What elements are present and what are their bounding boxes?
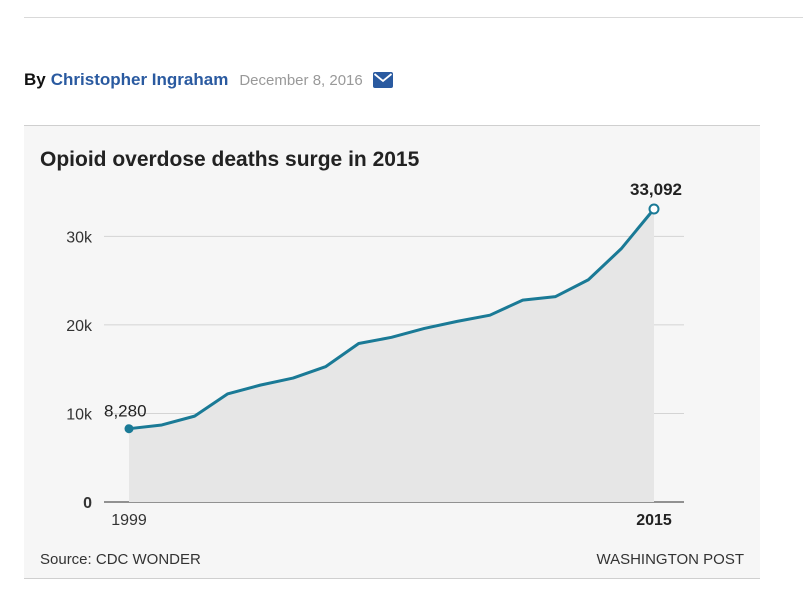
envelope-icon[interactable] [372, 72, 393, 88]
author-link[interactable]: Christopher Ingraham [50, 70, 229, 89]
top-divider [24, 17, 803, 18]
y-tick-label: 30k [66, 229, 93, 246]
publish-date: December 8, 2016 [239, 71, 363, 89]
area-fill [129, 209, 654, 502]
chart-credit: WASHINGTON POST [596, 551, 744, 568]
y-tick-label: 0 [83, 495, 92, 512]
end-point [648, 203, 660, 215]
area-chart: 0 10k 20k 30k 8,280 33,092 1999 2015 [66, 180, 684, 529]
byline-prefix: By [24, 70, 46, 89]
chart-source: Source: CDC WONDER [40, 551, 201, 568]
byline: By Christopher Ingraham December 8, 2016 [24, 68, 393, 92]
start-point [124, 424, 134, 434]
chart-title: Opioid overdose deaths surge in 2015 [40, 148, 420, 171]
end-value-label: 33,092 [630, 180, 682, 199]
start-value-label: 8,280 [104, 402, 147, 421]
x-tick-label: 2015 [636, 512, 672, 529]
y-tick-label: 20k [66, 318, 93, 335]
x-tick-label: 1999 [111, 512, 147, 529]
chart-card: Opioid overdose deaths surge in 2015 0 10… [24, 125, 760, 579]
y-tick-label: 10k [66, 406, 93, 423]
series-line [128, 208, 656, 431]
